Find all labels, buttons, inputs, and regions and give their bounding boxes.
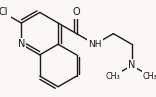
Text: CH₃: CH₃ xyxy=(143,72,156,81)
Text: N: N xyxy=(128,61,135,71)
Text: NH: NH xyxy=(88,40,102,49)
Text: O: O xyxy=(73,7,80,17)
Text: Cl: Cl xyxy=(0,7,8,17)
Text: N: N xyxy=(18,39,25,49)
Text: CH₃: CH₃ xyxy=(106,72,121,81)
